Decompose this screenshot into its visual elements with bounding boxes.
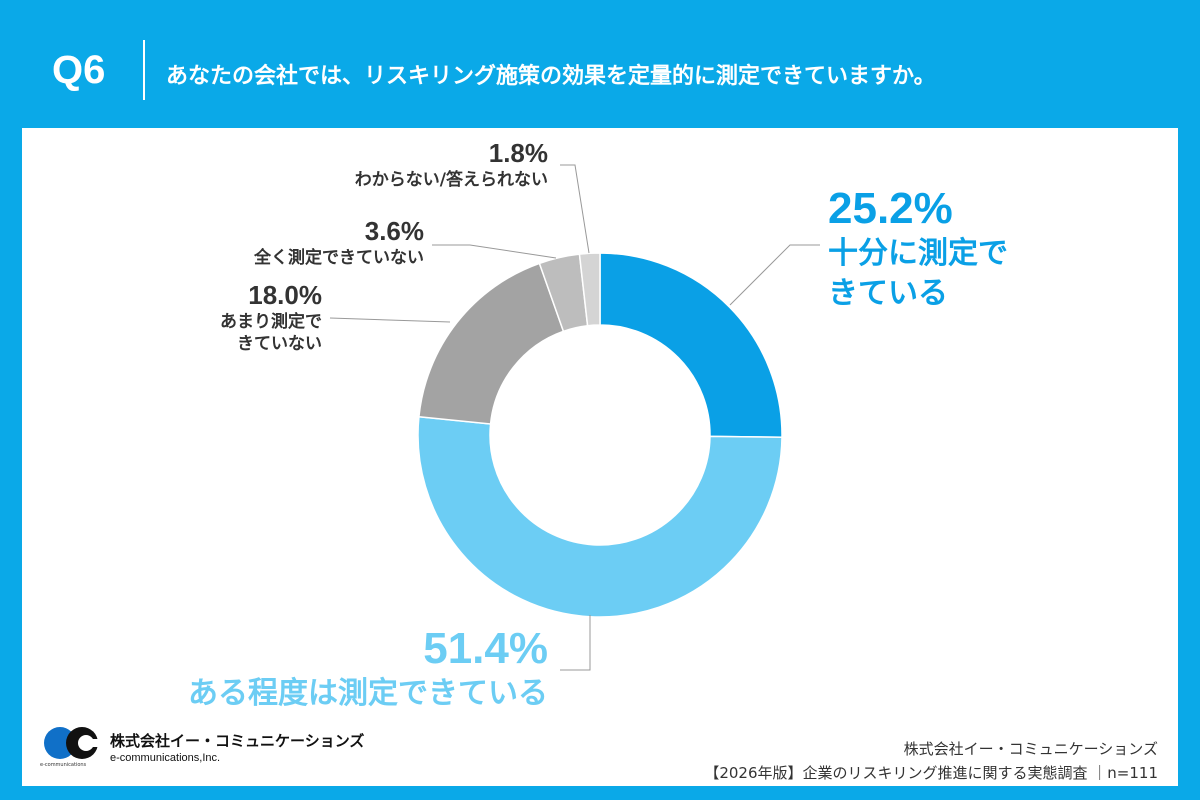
question-number: Q6 bbox=[52, 48, 106, 92]
category-label: 全く測定できていない bbox=[254, 248, 424, 268]
value-label: 3.6% bbox=[364, 216, 424, 246]
source-company: 株式会社イー・コミュニケーションズ bbox=[903, 740, 1158, 758]
logo-small-text: e-communications bbox=[40, 762, 87, 768]
header-divider bbox=[143, 40, 145, 100]
category-label: わからない/答えられない bbox=[354, 170, 548, 190]
label-slice-3: 3.6% 全く測定できていない bbox=[254, 216, 424, 269]
leader-line-4 bbox=[560, 164, 590, 254]
company-logo bbox=[44, 727, 106, 759]
chart-panel bbox=[22, 128, 1178, 786]
category-label: きている bbox=[828, 276, 948, 311]
leader-line-0 bbox=[729, 244, 820, 306]
donut-slice-4 bbox=[578, 252, 601, 327]
value-label: 51.4% bbox=[423, 624, 548, 673]
value-label: 25.2% bbox=[828, 184, 953, 233]
company-name-en: e-communications,Inc. bbox=[110, 752, 221, 764]
value-label: 1.8% bbox=[488, 138, 548, 168]
leader-line-2 bbox=[329, 317, 451, 323]
donut-slice-2 bbox=[418, 262, 565, 425]
source-survey: 【2026年版】企業のリスキリング推進に関する実態調査 ｜n=111 bbox=[704, 764, 1158, 782]
category-label: 十分に測定で bbox=[828, 236, 1008, 271]
label-slice-0: 25.2% 十分に測定で きている bbox=[828, 184, 1008, 314]
value-label: 18.0% bbox=[248, 280, 322, 310]
leader-line-1 bbox=[560, 615, 591, 671]
category-label: あまり測定で bbox=[220, 312, 322, 332]
category-label: きていない bbox=[237, 334, 322, 354]
category-label: ある程度は測定できている bbox=[188, 676, 548, 711]
question-title: あなたの会社では、リスキリング施策の効果を定量的に測定できていますか。 bbox=[166, 64, 936, 89]
label-slice-1: 51.4% ある程度は測定できている bbox=[188, 624, 548, 714]
donut-slice-0 bbox=[599, 252, 783, 439]
leader-line-3 bbox=[432, 244, 557, 259]
company-name-jp: 株式会社イー・コミュニケーションズ bbox=[110, 732, 365, 750]
label-slice-2: 18.0% あまり測定で きていない bbox=[220, 280, 322, 355]
donut-slice-1 bbox=[417, 415, 783, 618]
label-slice-4: 1.8% わからない/答えられない bbox=[355, 138, 548, 191]
